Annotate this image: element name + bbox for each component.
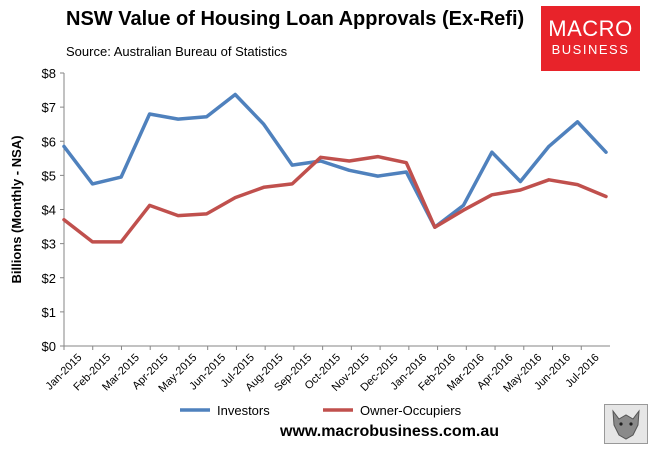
y-tick-label: $7 bbox=[42, 100, 56, 115]
chart-title: NSW Value of Housing Loan Approvals (Ex-… bbox=[66, 8, 525, 30]
y-tick-label: $1 bbox=[42, 305, 56, 320]
y-axis-label: Billions (Monthly - NSA) bbox=[9, 135, 24, 283]
legend-label: Investors bbox=[217, 403, 270, 418]
legend-label: Owner-Occupiers bbox=[360, 403, 462, 418]
y-tick-label: $8 bbox=[42, 66, 56, 81]
wolf-image bbox=[604, 404, 648, 444]
logo-line2: BUSINESS bbox=[551, 42, 630, 57]
macrobusiness-logo: MACRO BUSINESS bbox=[541, 6, 640, 71]
website-url: www.macrobusiness.com.au bbox=[280, 423, 500, 440]
y-tick-label: $6 bbox=[42, 134, 56, 149]
y-tick-label: $3 bbox=[42, 237, 56, 252]
y-tick-label: $5 bbox=[42, 168, 56, 183]
y-tick-label: $2 bbox=[42, 271, 56, 286]
y-tick-label: $0 bbox=[42, 339, 56, 354]
logo-line1: MACRO bbox=[548, 16, 633, 41]
series-line bbox=[62, 154, 608, 244]
chart-subtitle: Source: Australian Bureau of Statistics bbox=[66, 44, 288, 59]
series-line bbox=[62, 92, 608, 229]
y-tick-label: $4 bbox=[42, 203, 56, 218]
